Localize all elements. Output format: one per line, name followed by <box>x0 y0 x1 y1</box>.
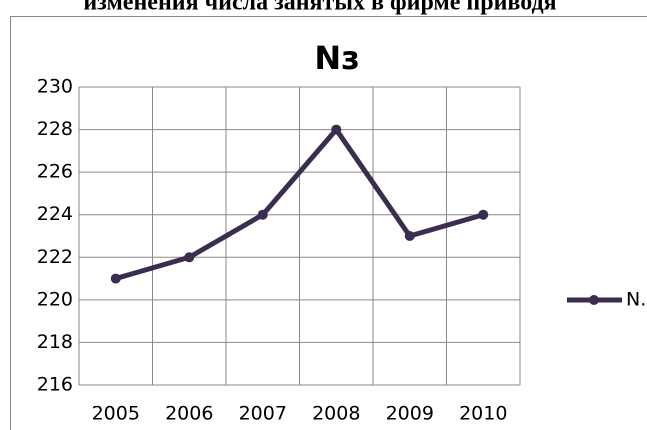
legend-label: N. <box>626 289 646 311</box>
x-tick-label: 2006 <box>165 403 213 425</box>
x-tick-label: 2005 <box>92 403 140 425</box>
point <box>478 209 489 220</box>
y-tick-label: 230 <box>37 76 73 98</box>
x-tick-label: 2008 <box>312 403 360 425</box>
y-tick-label: 222 <box>37 246 73 268</box>
y-tick-label: 228 <box>37 118 73 140</box>
series-line <box>115 127 484 281</box>
point <box>257 209 268 220</box>
x-tick-label: 2009 <box>386 403 434 425</box>
caption: изменения числа занятых в фирме приводя <box>83 0 556 16</box>
y-tick-label: 224 <box>37 203 73 225</box>
point <box>331 124 342 135</box>
y-tick-label: 226 <box>37 161 73 183</box>
y-tick-label: 220 <box>37 288 73 310</box>
chart-title: Nз <box>314 39 359 77</box>
x-tick-label: 2010 <box>459 403 507 425</box>
y-tick-label: 216 <box>37 374 73 396</box>
point <box>404 231 415 241</box>
point <box>184 252 195 263</box>
y-tick-label: 218 <box>37 331 73 353</box>
x-tick-label: 2007 <box>239 403 287 425</box>
point <box>110 273 121 284</box>
legend-marker <box>589 295 599 305</box>
